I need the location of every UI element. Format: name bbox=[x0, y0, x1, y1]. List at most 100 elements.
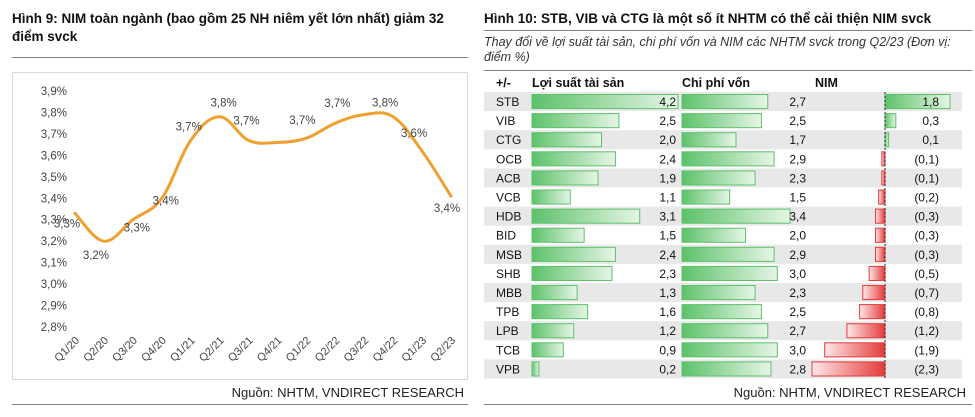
cost-of-funds-value: 3,0 bbox=[789, 343, 806, 357]
data-label: 3,7% bbox=[176, 121, 202, 133]
asset-yield-value: 2,0 bbox=[659, 133, 676, 147]
nim-value: (0,3) bbox=[914, 229, 939, 243]
asset-yield-value: 4,2 bbox=[659, 95, 676, 109]
nim-series-line bbox=[73, 111, 453, 243]
y-tick-label: 3,8% bbox=[41, 107, 67, 119]
cost-of-funds-bar bbox=[681, 285, 756, 301]
x-tick-label: Q2/21 bbox=[197, 335, 227, 365]
nim-bar bbox=[884, 113, 897, 129]
table-row-ctg: CTG 2,0 1,7 0,1 bbox=[484, 130, 962, 150]
nim-value: (0,2) bbox=[914, 191, 939, 205]
table-row-hdb: HDB 3,1 3,4 (0,3) bbox=[484, 206, 962, 226]
y-tick-label: 3,4% bbox=[41, 193, 67, 205]
x-tick-label: Q4/20 bbox=[139, 335, 169, 365]
nim-bar bbox=[824, 342, 886, 358]
data-label: 3,4% bbox=[434, 203, 460, 215]
figure-9-source: Nguồn: NHTM, VNDIRECT RESEARCH bbox=[231, 385, 464, 400]
asset-yield-value: 0,2 bbox=[659, 362, 676, 376]
x-tick-label: Q1/20 bbox=[52, 335, 82, 365]
nim-value: 1,8 bbox=[922, 95, 939, 109]
table-row-stb: STB 4,2 2,7 1,8 bbox=[484, 92, 962, 112]
bank-change-table: STB 4,2 2,7 1,8 VIB 2,5 2,5 0,3 CTG 2,0 1,7 0,1 OCB 2… bbox=[484, 92, 962, 379]
cost-of-funds-value: 2,9 bbox=[789, 152, 806, 166]
nim-bar bbox=[846, 323, 886, 339]
cost-of-funds-bar bbox=[681, 113, 762, 129]
asset-yield-value: 1,9 bbox=[659, 171, 676, 185]
x-tick-label: Q1/22 bbox=[284, 335, 314, 365]
figure-10-panel: Hình 10: STB, VIB và CTG là một số ít NH… bbox=[484, 0, 975, 417]
cost-of-funds-bar bbox=[681, 208, 791, 224]
cost-of-funds-bar bbox=[681, 323, 769, 339]
x-tick-label: Q4/21 bbox=[255, 335, 285, 365]
cost-of-funds-value: 2,0 bbox=[789, 229, 806, 243]
nim-value: (0,3) bbox=[914, 248, 939, 262]
asset-yield-bar bbox=[531, 208, 641, 224]
bank-code: CTG bbox=[496, 133, 521, 147]
nim-bar bbox=[811, 361, 886, 377]
asset-yield-value: 1,5 bbox=[659, 229, 676, 243]
nim-bar bbox=[878, 189, 886, 205]
header-cost-of-funds: Chi phí vốn bbox=[682, 76, 751, 90]
bank-code: VCB bbox=[496, 191, 521, 205]
asset-yield-bar bbox=[531, 285, 578, 301]
cost-of-funds-bar bbox=[681, 94, 769, 110]
cost-of-funds-value: 1,7 bbox=[789, 133, 806, 147]
nim-value: (0,7) bbox=[914, 286, 939, 300]
y-axis-ticks: 2,8% 2,9% 3,0% 3,1% 3,2% 3,3% 3,4% 3,5% 3,6% 3,7%… bbox=[41, 86, 67, 334]
asset-yield-bar bbox=[531, 94, 679, 110]
nim-value: (0,1) bbox=[914, 152, 939, 166]
asset-yield-value: 2,4 bbox=[659, 248, 676, 262]
x-tick-label: Q4/22 bbox=[371, 335, 401, 365]
table-row-shb: SHB 2,3 3,0 (0,5) bbox=[496, 265, 939, 281]
asset-yield-value: 1,1 bbox=[659, 191, 676, 205]
bank-code: ACB bbox=[496, 171, 521, 185]
nim-value: (1,9) bbox=[914, 343, 939, 357]
cost-of-funds-bar bbox=[681, 170, 756, 186]
asset-yield-bar bbox=[531, 361, 540, 377]
bank-code: MBB bbox=[496, 286, 522, 300]
data-label: 3,7% bbox=[233, 115, 259, 127]
asset-yield-bar bbox=[531, 304, 589, 320]
table-row-bid: BID 1,5 2,0 (0,3) bbox=[496, 227, 939, 243]
table-row-msb: MSB 2,4 2,9 (0,3) bbox=[484, 244, 962, 264]
table-row-tcb: TCB 0,9 3,0 (1,9) bbox=[496, 342, 939, 358]
x-tick-label: Q2/22 bbox=[313, 335, 343, 365]
x-tick-label: Q3/21 bbox=[226, 335, 256, 365]
bank-code: TCB bbox=[496, 343, 520, 357]
bank-code: VPB bbox=[496, 362, 520, 376]
cost-of-funds-value: 3,4 bbox=[789, 210, 806, 224]
nim-bar bbox=[874, 208, 886, 224]
table-row-acb: ACB 1,9 2,3 (0,1) bbox=[484, 168, 962, 188]
nim-value: (0,5) bbox=[914, 267, 939, 281]
table-row-tpb: TPB 1,6 2,5 (0,8) bbox=[496, 304, 939, 320]
cost-of-funds-bar bbox=[681, 132, 737, 148]
header-nim: NIM bbox=[815, 76, 838, 90]
header-bank: +/- bbox=[496, 76, 511, 90]
figure-10-bottom-rule bbox=[484, 404, 972, 405]
data-labels: 3,3% 3,2% 3,3% 3,4% 3,7% 3,8% 3,7% 3,7% 3,7% 3,8%… bbox=[54, 98, 460, 262]
cost-of-funds-value: 2,5 bbox=[789, 114, 806, 128]
nim-value: (0,3) bbox=[914, 210, 939, 224]
asset-yield-value: 1,6 bbox=[659, 305, 676, 319]
figure-9-title: Hình 9: NIM toàn ngành (bao gồm 25 NH ni… bbox=[12, 11, 444, 44]
asset-yield-value: 2,4 bbox=[659, 152, 676, 166]
asset-yield-value: 0,9 bbox=[659, 343, 676, 357]
asset-yield-value: 2,3 bbox=[659, 267, 676, 281]
cost-of-funds-bar bbox=[681, 265, 778, 281]
bank-code: STB bbox=[496, 95, 519, 109]
data-label: 3,7% bbox=[289, 115, 315, 127]
cost-of-funds-value: 2,7 bbox=[789, 324, 806, 338]
x-tick-label: Q1/21 bbox=[168, 335, 198, 365]
x-tick-label: Q2/20 bbox=[81, 335, 111, 365]
y-tick-label: 3,3% bbox=[41, 215, 67, 227]
y-tick-label: 3,9% bbox=[41, 86, 67, 98]
asset-yield-bar bbox=[531, 342, 564, 358]
nim-value: 0,3 bbox=[922, 114, 939, 128]
table-row-ocb: OCB 2,4 2,9 (0,1) bbox=[496, 151, 939, 167]
data-label: 3,6% bbox=[401, 128, 427, 140]
cost-of-funds-bar bbox=[681, 304, 762, 320]
table-row-vib: VIB 2,5 2,5 0,3 bbox=[496, 113, 939, 129]
header-asset-yield: Lợi suất tài sản bbox=[532, 76, 625, 90]
cost-of-funds-value: 2,8 bbox=[789, 362, 806, 376]
asset-yield-value: 1,2 bbox=[659, 324, 676, 338]
